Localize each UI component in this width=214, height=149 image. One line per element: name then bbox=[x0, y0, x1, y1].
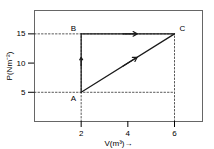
svg-text:4: 4 bbox=[126, 129, 131, 138]
svg-text:5: 5 bbox=[21, 88, 26, 97]
svg-text:2: 2 bbox=[79, 129, 84, 138]
svg-text:C: C bbox=[180, 24, 186, 33]
svg-text:A: A bbox=[71, 94, 77, 103]
svg-text:6: 6 bbox=[172, 129, 177, 138]
svg-text:P(Nm⁻²): P(Nm⁻²) bbox=[5, 51, 14, 80]
svg-text:10: 10 bbox=[17, 59, 26, 68]
svg-text:B: B bbox=[71, 24, 76, 33]
svg-text:15: 15 bbox=[17, 29, 26, 38]
svg-text:V(m³)→: V(m³)→ bbox=[105, 139, 133, 148]
